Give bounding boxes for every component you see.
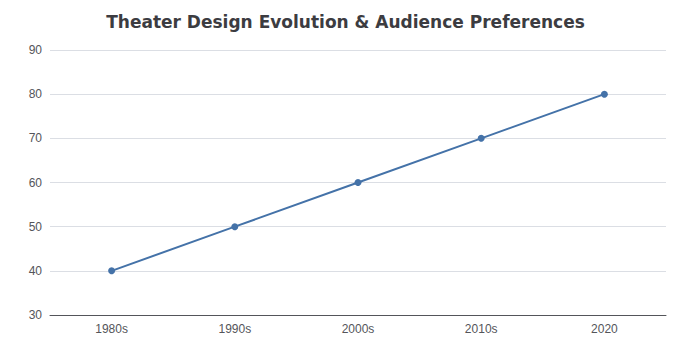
svg-text:50: 50 (29, 220, 43, 234)
svg-text:2010s: 2010s (465, 322, 498, 336)
svg-text:2000s: 2000s (342, 322, 375, 336)
svg-text:70: 70 (29, 131, 43, 145)
svg-text:30: 30 (29, 308, 43, 322)
svg-text:1990s: 1990s (218, 322, 251, 336)
svg-text:40: 40 (29, 264, 43, 278)
svg-text:1980s: 1980s (95, 322, 128, 336)
svg-text:60: 60 (29, 176, 43, 190)
svg-text:90: 90 (29, 43, 43, 57)
svg-text:80: 80 (29, 87, 43, 101)
svg-text:Theater Design Evolution & Aud: Theater Design Evolution & Audience Pref… (106, 12, 585, 32)
svg-text:2020: 2020 (591, 322, 618, 336)
